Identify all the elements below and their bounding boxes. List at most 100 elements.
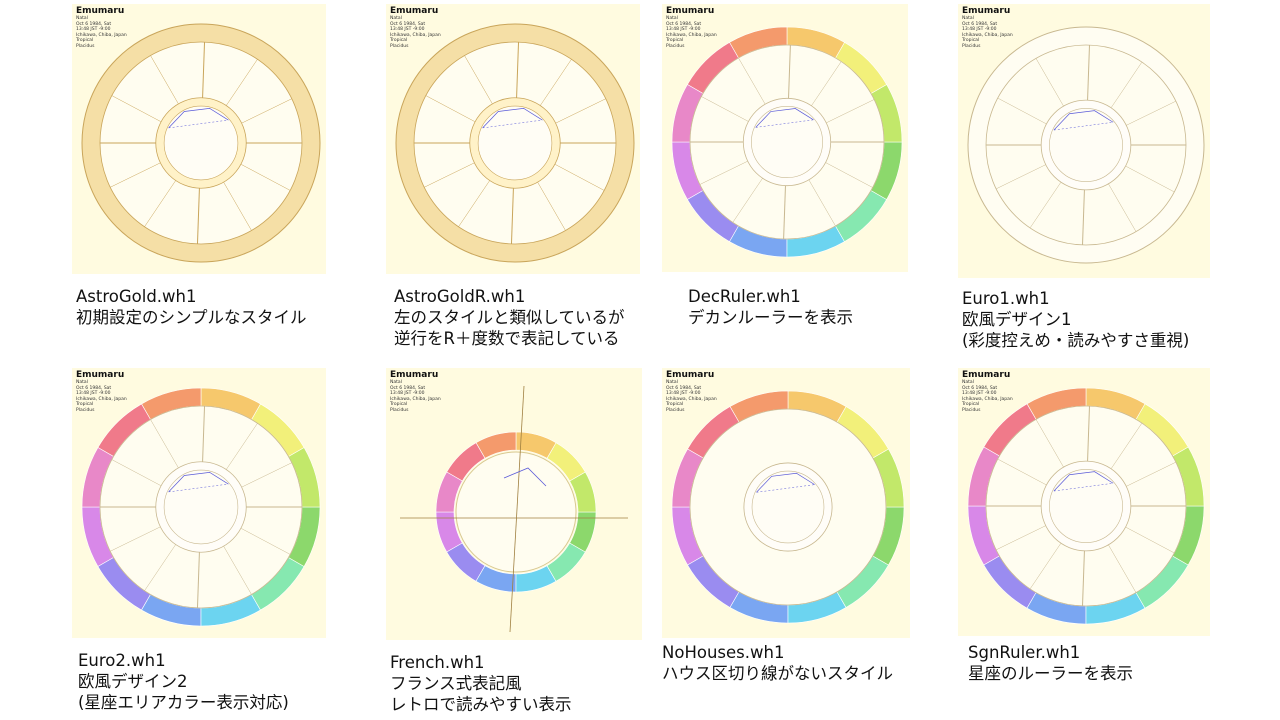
house-cusp-line — [1108, 544, 1137, 593]
style-description: 欧風デザイン1 — [962, 310, 1072, 329]
house-cusp-line — [788, 45, 791, 99]
house-cusp-line — [196, 188, 200, 244]
house-cusp-line — [699, 160, 748, 185]
house-cusp-line — [1110, 61, 1143, 108]
chart-owner-name: Emumaru — [962, 6, 1011, 16]
horoscope-wheel — [81, 387, 321, 627]
horoscope-wheel — [967, 387, 1205, 625]
house-cusp-line — [783, 185, 786, 239]
chart-info-line: Ichikawa, Chiba, Japan — [666, 32, 717, 38]
center-circle — [751, 106, 823, 178]
horoscope-wheel — [395, 23, 635, 263]
chart-info-line: Tropical — [962, 38, 980, 43]
house-cusp-line — [223, 546, 252, 595]
chart-owner-name: Emumaru — [962, 370, 1011, 380]
style-description: レトロで読みやすい表示 — [390, 695, 572, 714]
center-circle — [163, 105, 239, 181]
chart-owner-name: Emumaru — [666, 6, 715, 16]
house-cusp-line — [996, 164, 1046, 190]
house-cusp-line — [458, 180, 490, 227]
style-file-name: Euro2.wh1 — [78, 651, 166, 670]
style-file-name: Euro1.wh1 — [962, 289, 1050, 308]
house-cusp-line — [196, 552, 200, 608]
house-cusp-line — [241, 462, 292, 488]
house-cusp-line — [226, 59, 258, 106]
chart-header: Emumaru Natal Oct 6 1984, Sat 13:48 JST … — [666, 6, 717, 49]
house-cusp-line — [202, 42, 206, 98]
chart-info-line: Ichikawa, Chiba, Japan — [390, 396, 441, 402]
inner-circle — [455, 451, 577, 573]
chart-info-line: Placidus — [76, 43, 95, 49]
chart-info-line: 13:48 JST -9:00 — [666, 27, 701, 32]
chart-owner-name: Emumaru — [76, 370, 125, 380]
aspect-line — [756, 472, 815, 493]
chart-info-line: Oct 6 1984, Sat — [390, 385, 426, 391]
chart-info-line: Placidus — [962, 407, 981, 413]
chart-info-line: Oct 6 1984, Sat — [390, 21, 426, 27]
aspect-line — [168, 107, 229, 129]
aspect-line — [755, 119, 814, 128]
chart-thumbnail: Emumaru Natal Oct 6 1984, Sat 13:48 JST … — [72, 4, 326, 274]
house-cusp-line — [510, 188, 514, 244]
chart-info-line: Ichikawa, Chiba, Japan — [390, 32, 441, 38]
chart-info-line: Ichikawa, Chiba, Japan — [666, 396, 717, 402]
house-cusp-line — [701, 96, 749, 122]
chart-info-line: 13:48 JST -9:00 — [390, 27, 425, 32]
house-cusp-line — [537, 182, 566, 231]
chart-info-line: Tropical — [390, 38, 408, 43]
house-cusp-line — [110, 162, 161, 188]
chart-header: Emumaru Natal Oct 6 1984, Sat 13:48 JST … — [962, 370, 1013, 413]
chart-info-line: 13:48 JST -9:00 — [76, 391, 111, 396]
house-cusp-line — [111, 459, 162, 486]
center-circle — [163, 469, 239, 545]
chart-info-line: Oct 6 1984, Sat — [962, 21, 998, 27]
style-file-name: SgnRuler.wh1 — [968, 643, 1081, 662]
house-cusp-line — [811, 61, 842, 106]
house-cusp-line — [732, 178, 763, 223]
center-circle — [477, 105, 553, 181]
house-cusp-line — [150, 419, 179, 468]
aspect-line — [1053, 482, 1114, 492]
house-cusp-line — [996, 525, 1046, 551]
aspect-line — [756, 484, 815, 493]
chart-info-line: Placidus — [962, 43, 981, 49]
chart-info-line: 13:48 JST -9:00 — [76, 27, 111, 32]
style-caption: AstroGoldR.wh1 左のスタイルと類似しているが 逆行をR＋度数で表記… — [394, 286, 625, 349]
house-cusp-line — [1087, 45, 1090, 101]
chart-info-line: Natal — [666, 16, 678, 21]
aspect-line — [503, 467, 547, 487]
chart-owner-name: Emumaru — [390, 6, 439, 16]
style-description: 星座のルーラーを表示 — [968, 664, 1133, 683]
horoscope-wheel — [671, 390, 905, 624]
style-caption: Euro1.wh1 欧風デザイン1 (彩度控えめ・読みやすさ重視) — [962, 288, 1189, 351]
center-circle — [751, 470, 825, 544]
style-caption: DecRuler.wh1 デカンルーラーを表示 — [688, 286, 853, 328]
style-file-name: AstroGoldR.wh1 — [394, 287, 526, 306]
chart-info-line: Oct 6 1984, Sat — [666, 21, 702, 27]
chart-header: Emumaru Natal Oct 6 1984, Sat 13:48 JST … — [390, 6, 441, 49]
style-description: 初期設定のシンプルなスタイル — [76, 308, 307, 327]
house-cusp-line — [1082, 550, 1085, 606]
house-cusp-line — [997, 97, 1047, 125]
house-cusp-line — [464, 55, 493, 104]
chart-info-line: 13:48 JST -9:00 — [666, 391, 701, 396]
chart-thumbnail: Emumaru Natal Oct 6 1984, Sat 13:48 JST … — [662, 368, 910, 638]
chart-owner-name: Emumaru — [76, 6, 125, 16]
style-file-name: French.wh1 — [390, 653, 485, 672]
style-description: フランス式表記風 — [390, 674, 522, 693]
center-circle — [1049, 469, 1123, 543]
house-cusp-line — [1029, 182, 1062, 229]
chart-info-line: Natal — [962, 16, 974, 21]
house-cusp-line — [144, 544, 176, 591]
chart-info-line: Ichikawa, Chiba, Japan — [76, 396, 127, 402]
house-cusp-line — [1029, 543, 1062, 590]
chart-thumbnail: Emumaru Natal Oct 6 1984, Sat 13:48 JST … — [386, 368, 642, 640]
style-description: 逆行をR＋度数で表記している — [394, 329, 620, 348]
house-cusp-line — [241, 98, 292, 124]
chart-info-line: Natal — [390, 380, 402, 385]
chart-thumbnail: Emumaru Natal Oct 6 1984, Sat 13:48 JST … — [72, 368, 326, 638]
aspect-line — [755, 108, 814, 128]
chart-info-line: Natal — [666, 380, 678, 385]
style-caption: AstroGold.wh1 初期設定のシンプルなスタイル — [76, 286, 307, 328]
chart-header: Emumaru Natal Oct 6 1984, Sat 13:48 JST … — [962, 6, 1013, 49]
